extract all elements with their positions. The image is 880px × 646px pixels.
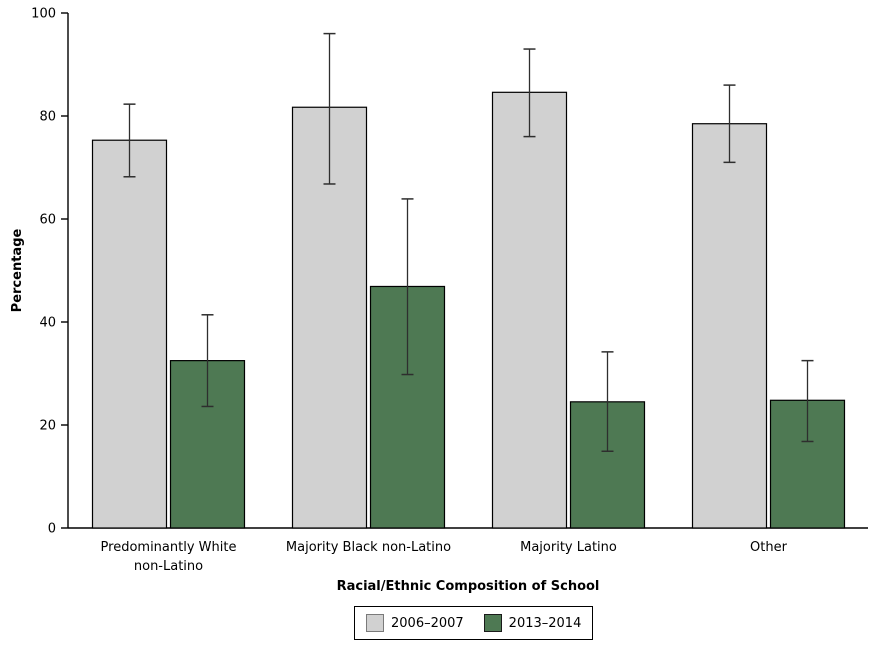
- x-category-label-other: Other: [750, 540, 788, 555]
- legend-item-2013-2014: 2013–2014: [483, 614, 582, 632]
- x-category-label-majority-latino: Majority Latino: [520, 540, 617, 555]
- y-axis-tick-label: 100: [31, 7, 56, 22]
- legend-swatch-2013-2014: [483, 614, 502, 632]
- y-axis-title: Percentage: [10, 229, 25, 313]
- legend-label-2006-2007: 2006–2007: [391, 615, 464, 631]
- legend-swatch-2006-2007: [366, 614, 384, 632]
- bar-2006-2007-predominantly-white-non-latino: [91, 139, 168, 529]
- y-axis-tick-label: 80: [39, 110, 56, 125]
- legend: 2006–2007 2013–2014: [354, 606, 594, 640]
- x-category-label-predominantly-white-non-latino: non-Latino: [134, 559, 203, 574]
- x-axis-title: Racial/Ethnic Composition of School: [337, 579, 600, 594]
- bar-2006-2007-majority-latino: [491, 91, 568, 529]
- y-axis-tick-label: 40: [39, 316, 56, 331]
- y-axis-tick-label: 0: [48, 522, 56, 537]
- y-axis-tick-label: 20: [39, 419, 56, 434]
- legend-item-2006-2007: 2006–2007: [366, 614, 464, 632]
- bar-2006-2007-other: [691, 123, 768, 529]
- bar-2013-2014-majority-latino: [569, 401, 646, 529]
- x-category-label-predominantly-white-non-latino: Predominantly White: [101, 540, 237, 555]
- legend-label-2013-2014: 2013–2014: [508, 615, 582, 631]
- x-category-label-majority-black-non-latino: Majority Black non-Latino: [286, 540, 451, 555]
- y-axis-tick-label: 60: [39, 213, 56, 228]
